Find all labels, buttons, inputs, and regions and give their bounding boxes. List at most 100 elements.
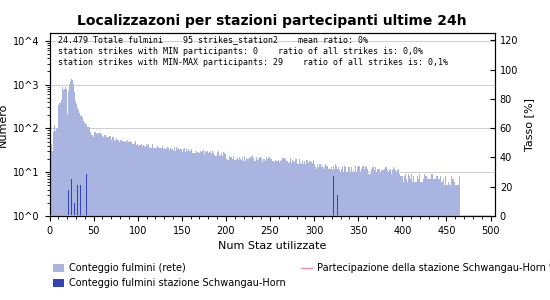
Bar	[120, 140, 122, 300]
Bar	[424, 174, 425, 300]
X-axis label: Num Staz utilizzate: Num Staz utilizzate	[218, 241, 327, 251]
Bar	[109, 136, 110, 300]
Bar	[196, 153, 197, 300]
Bar	[175, 151, 176, 300]
Bar	[236, 159, 237, 300]
Bar	[258, 159, 259, 300]
Bar	[420, 182, 421, 300]
Bar	[381, 170, 382, 300]
Bar	[106, 137, 107, 300]
Bar	[80, 116, 81, 300]
Bar	[242, 157, 243, 300]
Bar	[54, 125, 55, 300]
Bar	[103, 136, 104, 300]
Bar	[89, 127, 90, 300]
Bar	[192, 153, 193, 300]
Bar	[172, 149, 173, 300]
Bar	[86, 124, 87, 300]
Bar	[142, 147, 144, 300]
Bar	[411, 182, 412, 300]
Bar	[138, 146, 139, 300]
Bar	[112, 137, 113, 300]
Bar	[171, 149, 172, 300]
Bar	[86, 174, 87, 300]
Bar	[81, 116, 82, 300]
Bar	[369, 174, 370, 300]
Bar	[297, 164, 298, 300]
Bar	[450, 185, 452, 300]
Bar	[67, 114, 68, 300]
Bar	[116, 138, 117, 300]
Bar	[290, 158, 291, 300]
Bar	[456, 185, 458, 300]
Bar	[377, 169, 378, 300]
Bar	[410, 179, 411, 300]
Bar	[294, 162, 295, 300]
Bar	[401, 176, 402, 300]
Bar	[186, 151, 188, 300]
Bar	[449, 182, 450, 300]
Bar	[256, 157, 257, 300]
Bar	[398, 169, 399, 300]
Bar	[425, 176, 426, 300]
Bar	[408, 174, 409, 300]
Bar	[434, 174, 436, 300]
Bar	[373, 170, 375, 300]
Bar	[447, 185, 448, 300]
Bar	[269, 157, 270, 300]
Bar	[248, 158, 249, 300]
Bar	[337, 169, 338, 300]
Bar	[68, 190, 69, 300]
Bar	[295, 159, 296, 300]
Bar	[200, 151, 201, 300]
Bar	[320, 164, 321, 300]
Bar	[321, 167, 322, 300]
Bar	[69, 84, 70, 300]
Bar	[164, 149, 166, 300]
Bar	[202, 151, 204, 300]
Bar	[259, 157, 260, 300]
Bar	[184, 148, 185, 300]
Bar	[134, 143, 135, 300]
Bar	[405, 174, 406, 300]
Bar	[270, 157, 271, 300]
Bar	[359, 166, 360, 300]
Bar	[445, 176, 446, 300]
Bar	[210, 151, 211, 300]
Bar	[144, 146, 145, 300]
Bar	[101, 134, 102, 300]
Bar	[325, 164, 326, 300]
Bar	[338, 167, 339, 300]
Bar	[244, 156, 245, 300]
Bar	[52, 151, 53, 300]
Bar	[332, 170, 333, 300]
Bar	[130, 142, 131, 300]
Bar	[169, 150, 170, 300]
Bar	[422, 182, 423, 300]
Bar	[307, 164, 309, 300]
Bar	[363, 166, 364, 300]
Bar	[82, 120, 84, 300]
Bar	[72, 80, 73, 300]
Bar	[436, 176, 437, 300]
Bar	[252, 156, 253, 300]
Bar	[214, 155, 215, 300]
Bar	[324, 167, 325, 300]
Bar	[157, 147, 158, 300]
Bar	[139, 145, 140, 300]
Bar	[317, 164, 318, 300]
Bar	[222, 155, 223, 300]
Bar	[228, 160, 229, 300]
Bar	[268, 158, 269, 300]
Bar	[383, 170, 384, 300]
Bar	[382, 169, 383, 300]
Bar	[421, 182, 422, 300]
Bar	[402, 176, 403, 300]
Bar	[232, 159, 233, 300]
Bar	[380, 172, 381, 300]
Bar	[336, 166, 337, 300]
Bar	[340, 172, 341, 300]
Bar	[152, 144, 153, 300]
Bar	[82, 174, 84, 300]
Bar	[384, 169, 385, 300]
